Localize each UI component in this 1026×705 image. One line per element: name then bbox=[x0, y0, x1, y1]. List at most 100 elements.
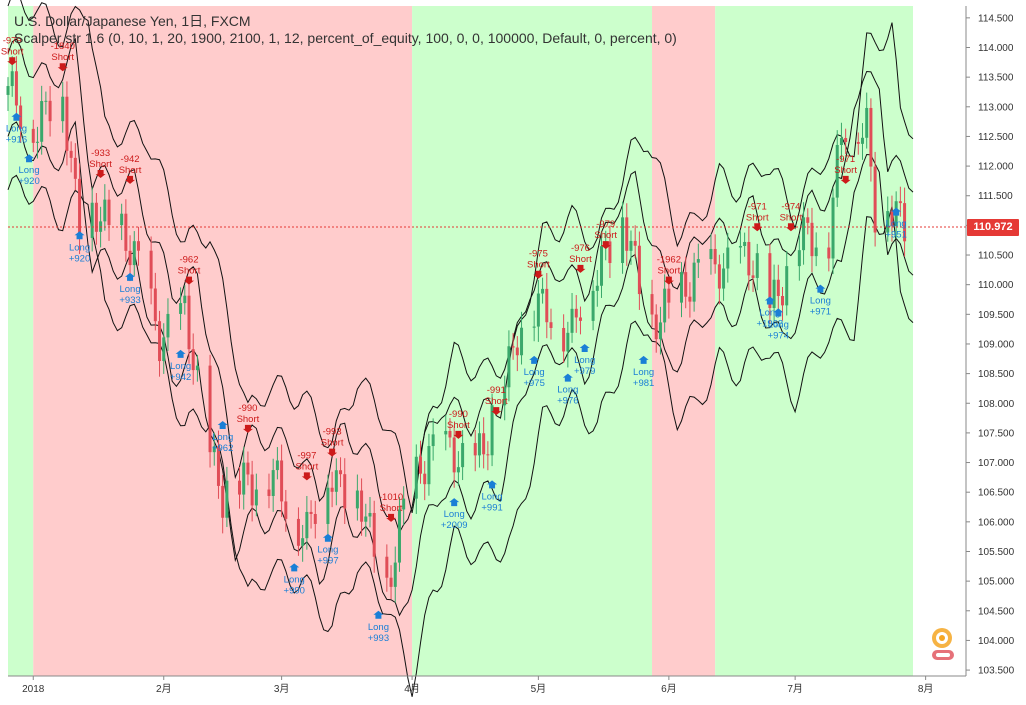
short-signal-arrow bbox=[600, 241, 611, 250]
candle-body bbox=[456, 467, 460, 473]
long-signal-label: Long bbox=[633, 367, 654, 378]
candle-body bbox=[94, 202, 98, 232]
short-signal-pnl: -971 bbox=[836, 154, 855, 165]
band-upper-inner-line bbox=[7, 37, 914, 534]
short-signal-label: Short bbox=[51, 52, 74, 63]
candle-body bbox=[856, 141, 860, 144]
symbol-title: U.S. Dollar/Japanese Yen, 1日, FXCM bbox=[14, 13, 251, 29]
long-signal-arrow bbox=[891, 207, 902, 216]
candle-body bbox=[839, 138, 843, 145]
candle-body bbox=[90, 202, 94, 238]
candle-body bbox=[536, 293, 540, 327]
candle-body bbox=[709, 248, 713, 260]
candle-body bbox=[242, 462, 246, 495]
candle-body bbox=[246, 462, 250, 475]
short-signal-arrow bbox=[327, 448, 338, 457]
candle-body bbox=[781, 296, 785, 306]
long-signal-arrow bbox=[815, 284, 826, 293]
y-tick-label: 114.500 bbox=[978, 13, 1014, 24]
candle-body bbox=[541, 288, 545, 294]
candle-body bbox=[372, 512, 376, 557]
candle-body bbox=[419, 456, 423, 474]
candle-body bbox=[797, 250, 801, 267]
short-signal-arrow bbox=[491, 407, 502, 416]
y-tick-label: 114.000 bbox=[978, 43, 1014, 54]
long-signal-label: Long bbox=[886, 219, 907, 230]
candle-body bbox=[549, 322, 553, 328]
candle-body bbox=[444, 430, 448, 435]
candle-body bbox=[898, 201, 902, 204]
short-signal-pnl: -991 bbox=[487, 385, 506, 396]
candle-body bbox=[254, 489, 258, 506]
long-signal-arrow bbox=[373, 610, 384, 619]
candle-body bbox=[844, 138, 848, 142]
candle-body bbox=[162, 337, 166, 362]
candle-body bbox=[216, 446, 220, 486]
candle-body bbox=[831, 197, 835, 259]
long-signal-arrow bbox=[764, 296, 775, 305]
candle-body bbox=[663, 288, 667, 323]
candle-body bbox=[153, 288, 157, 322]
short-signal-pnl: -971 bbox=[748, 201, 767, 212]
candle-body bbox=[591, 290, 595, 321]
regime-band-long bbox=[412, 6, 653, 676]
candle-body bbox=[477, 433, 481, 456]
candle-body bbox=[768, 253, 772, 308]
candle-body bbox=[158, 321, 162, 362]
long-signal-pnl: +976 bbox=[557, 396, 578, 407]
y-tick-label: 109.000 bbox=[978, 339, 1015, 350]
long-signal-arrow bbox=[562, 373, 573, 382]
candle-body bbox=[448, 430, 452, 438]
candle-body bbox=[802, 217, 806, 251]
candle-body bbox=[31, 128, 35, 143]
candle-body bbox=[35, 141, 39, 143]
candle-body bbox=[136, 241, 140, 251]
long-signal-pnl: +920 bbox=[69, 253, 90, 264]
candle-body bbox=[637, 245, 641, 295]
candle-body bbox=[393, 562, 397, 587]
long-signal-label: Long bbox=[557, 385, 578, 396]
candle-body bbox=[860, 137, 864, 144]
candle-body bbox=[326, 487, 330, 524]
short-signal-pnl: -976 bbox=[571, 243, 590, 254]
strategy-legend[interactable]: Scalper str 1.6 (0, 10, 1, 20, 1900, 210… bbox=[14, 30, 677, 46]
long-signal-arrow bbox=[638, 355, 649, 364]
candle-body bbox=[486, 454, 490, 456]
candle-body bbox=[511, 346, 515, 348]
short-signal-arrow bbox=[95, 169, 106, 178]
short-signal-pnl: -979 bbox=[3, 35, 22, 46]
candle-body bbox=[128, 250, 132, 266]
long-signal-pnl: +979 bbox=[574, 366, 595, 377]
short-signal-arrow bbox=[453, 430, 464, 439]
short-signal-label: Short bbox=[594, 230, 617, 241]
long-signal-label: Long bbox=[768, 319, 789, 330]
long-signal-label: Long bbox=[317, 545, 338, 556]
candle-body bbox=[385, 556, 389, 578]
candle-body bbox=[772, 279, 776, 308]
long-signal-arrow bbox=[175, 349, 186, 358]
candle-body bbox=[667, 288, 671, 303]
y-tick-label: 104.000 bbox=[978, 636, 1015, 647]
long-signal-pnl: +2009 bbox=[441, 520, 468, 531]
y-tick-label: 108.000 bbox=[978, 399, 1015, 410]
long-signal-label: Long bbox=[444, 509, 465, 520]
short-signal-pnl: -990 bbox=[238, 403, 257, 414]
candle-body bbox=[696, 259, 700, 263]
candle-body bbox=[886, 211, 890, 233]
candle-body bbox=[574, 308, 578, 318]
candle-body bbox=[271, 470, 275, 496]
short-signal-pnl: -974 bbox=[781, 201, 800, 212]
short-signal-arrow bbox=[386, 513, 397, 522]
candle-body bbox=[124, 213, 128, 251]
candle-body bbox=[61, 96, 65, 122]
long-signal-arrow bbox=[24, 154, 35, 163]
candle-body bbox=[600, 246, 604, 286]
short-signal-label: Short bbox=[780, 212, 803, 223]
candle-body bbox=[132, 241, 136, 266]
y-tick-label: 106.500 bbox=[978, 488, 1015, 499]
candle-body bbox=[755, 253, 759, 278]
candle-body bbox=[120, 213, 124, 226]
candle-body bbox=[713, 248, 717, 265]
